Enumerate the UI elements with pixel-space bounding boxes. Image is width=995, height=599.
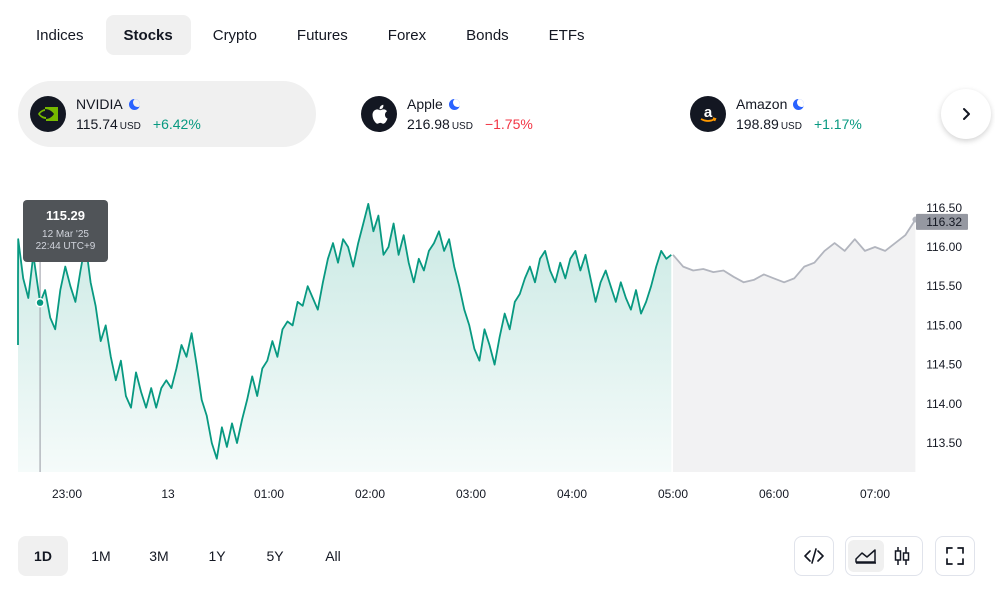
current-price-badge (916, 213, 968, 230)
range-all[interactable]: All (325, 548, 341, 564)
chevron-right-icon (963, 108, 970, 120)
x-tick-label: 06:00 (759, 487, 789, 501)
y-tick-label: 115.50 (926, 279, 962, 293)
regular-session-line (17, 202, 672, 460)
ticker-price: 216.98 (407, 116, 450, 132)
candlestick-icon (894, 547, 910, 565)
tab-bonds[interactable]: Bonds (466, 26, 509, 44)
next-tickers-button[interactable] (941, 89, 991, 139)
tab-crypto[interactable]: Crypto (212, 26, 257, 44)
ticker-info: Amazon 198.89 USD +1.17% (736, 96, 862, 132)
market-tabs: Indices Stocks Crypto Futures Forex Bonds ETFs (18, 15, 603, 55)
x-tick-label: 05:00 (658, 487, 688, 501)
extended-session-line (672, 219, 917, 284)
ticker-card-nvidia[interactable]: NVIDIA 115.74 USD +6.42% (18, 81, 316, 147)
tab-futures[interactable]: Futures (296, 26, 348, 44)
fullscreen-icon (946, 547, 964, 565)
apple-logo-icon (361, 96, 397, 132)
ticker-name: NVIDIA (76, 96, 123, 112)
range-3m[interactable]: 3M (149, 548, 169, 564)
ticker-change: −1.75% (484, 116, 533, 132)
tab-etfs[interactable]: ETFs (548, 26, 585, 44)
fullscreen-button[interactable] (935, 536, 975, 576)
ticker-info: Apple 216.98 USD −1.75% (407, 96, 533, 132)
current-price-label: 116.32 (926, 215, 962, 229)
y-tick-label: 113.50 (926, 436, 962, 450)
y-tick-label: 114.00 (926, 397, 962, 411)
code-icon (804, 548, 824, 564)
crosshair-tooltip: 115.29 12 Mar '25 22:44 UTC+9 (23, 200, 108, 262)
range-1y[interactable]: 1Y (208, 548, 226, 564)
tab-stocks[interactable]: Stocks (105, 15, 191, 55)
ticker-name: Apple (407, 96, 443, 112)
ticker-currency: USD (451, 121, 473, 132)
ticker-price: 198.89 (736, 116, 779, 132)
ticker-card-apple[interactable]: Apple 216.98 USD −1.75% (349, 81, 629, 147)
ticker-carousel: NVIDIA 115.74 USD +6.42% Apple 216.98 US… (18, 81, 990, 147)
regular-session-area (18, 203, 672, 472)
candlestick-chart-button[interactable] (884, 540, 920, 572)
range-selector: 1D 1M 3M 1Y 5Y All (18, 536, 358, 576)
ticker-card-amazon[interactable]: a Amazon 198.89 USD +1.17% (678, 81, 938, 147)
amazon-logo-icon: a (690, 96, 726, 132)
moon-icon (448, 98, 460, 110)
tab-indices[interactable]: Indices (36, 26, 84, 44)
ticker-currency: USD (780, 121, 802, 132)
range-1m[interactable]: 1M (91, 548, 111, 564)
area-chart-icon (855, 549, 876, 564)
moon-icon (128, 98, 140, 110)
x-tick-label: 02:00 (355, 487, 385, 501)
y-tick-label: 116.50 (926, 201, 962, 215)
area-chart-button[interactable] (848, 540, 884, 572)
y-tick-label: 114.50 (926, 358, 962, 372)
ticker-change: +1.17% (813, 116, 862, 132)
x-tick-label: 01:00 (254, 487, 284, 501)
nvidia-logo-icon (30, 96, 66, 132)
ticker-name: Amazon (736, 96, 788, 112)
tooltip-price: 115.29 (45, 208, 86, 223)
moon-icon (793, 98, 805, 110)
ticker-info: NVIDIA 115.74 USD +6.42% (76, 96, 201, 132)
ticker-change: +6.42% (152, 116, 201, 132)
crosshair-dot (35, 297, 45, 308)
chart-type-group (845, 536, 923, 576)
svg-text:a: a (704, 104, 713, 121)
x-tick-label: 23:00 (52, 487, 82, 501)
x-tick-label: 07:00 (860, 487, 890, 501)
y-tick-label: 115.00 (926, 318, 962, 332)
ticker-price: 115.74 (76, 116, 118, 132)
x-tick-label: 03:00 (456, 487, 486, 501)
range-1d[interactable]: 1D (18, 536, 68, 576)
tooltip-time: 22:44 UTC+9 (35, 241, 96, 252)
tooltip-date: 12 Mar '25 (42, 229, 89, 240)
range-5y[interactable]: 5Y (266, 548, 284, 564)
extended-session-area (673, 219, 916, 472)
x-tick-label: 04:00 (557, 487, 587, 501)
embed-button[interactable] (794, 536, 834, 576)
price-chart[interactable]: 116.50 116.00 115.50 115.00 114.50 114.00 113.… (0, 180, 995, 510)
ticker-currency: USD (119, 121, 141, 132)
x-tick-label: 13 (161, 487, 175, 501)
tab-forex[interactable]: Forex (387, 26, 427, 44)
y-tick-label: 116.00 (926, 240, 962, 254)
